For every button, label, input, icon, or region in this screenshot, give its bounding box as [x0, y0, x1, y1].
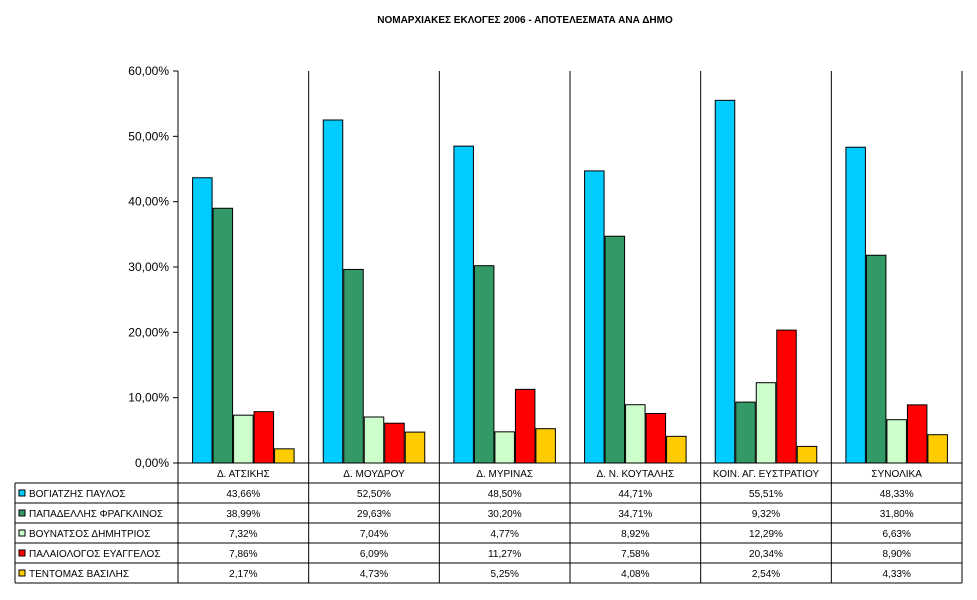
- bar: [322, 119, 344, 464]
- data-label: 48,33%: [880, 489, 914, 500]
- y-tick-label: 0,00%: [135, 456, 169, 470]
- bar: [233, 414, 254, 464]
- bar: [253, 411, 275, 464]
- y-tick-label: 40,00%: [128, 195, 169, 209]
- data-label: 5,25%: [490, 569, 518, 580]
- category-label: ΣΥΝΟΛΙΚΑ: [871, 469, 922, 480]
- data-label: 38,99%: [226, 509, 260, 520]
- legend-swatch: [18, 549, 26, 557]
- y-tick-label: 60,00%: [128, 64, 169, 78]
- bar: [796, 445, 818, 464]
- data-label: 4,77%: [490, 529, 518, 540]
- data-label: 48,50%: [488, 489, 522, 500]
- data-label: 6,63%: [882, 529, 910, 540]
- bar: [886, 419, 907, 464]
- data-table: Δ. ΑΤΣΙΚΗΣ Δ. ΜΟΥΔΡΟΥ Δ. ΜΥΡΙΝΑΣ Δ. Ν. ΚΟΥΤ…: [14, 462, 962, 584]
- bar: [473, 265, 495, 464]
- data-label: 9,32%: [752, 509, 780, 520]
- data-label: 4,73%: [360, 569, 388, 580]
- bar: [494, 431, 515, 464]
- data-label: 7,32%: [229, 529, 257, 540]
- bar: [453, 145, 474, 464]
- bar: [906, 404, 928, 464]
- data-label: 4,08%: [621, 569, 649, 580]
- data-label: 7,58%: [621, 549, 649, 560]
- data-label: 7,04%: [360, 529, 388, 540]
- category-label: Δ. ΜΟΥΔΡΟΥ: [343, 469, 405, 480]
- bar: [514, 388, 536, 464]
- bar: [755, 382, 777, 464]
- bar: [584, 170, 605, 464]
- data-label: 52,50%: [357, 489, 391, 500]
- data-label: 11,27%: [488, 549, 521, 560]
- bar: [735, 401, 756, 464]
- category-label: Δ. ΑΤΣΙΚΗΣ: [217, 469, 270, 480]
- chart-title: ΝΟΜΑΡΧΙΑΚΕΣ ΕΚΛΟΓΕΣ 2006 - ΑΠΟΤΕΛΕΣΜΑΤΑ …: [377, 15, 673, 26]
- category-label: Δ. ΜΥΡΙΝΑΣ: [476, 469, 533, 480]
- category-label: ΚΟΙΝ. ΑΓ. ΕΥΣΤΡΑΤΙΟΥ: [713, 469, 820, 480]
- bar: [865, 254, 887, 464]
- bar: [845, 146, 866, 464]
- bar: [535, 428, 556, 464]
- data-label: 30,20%: [488, 509, 522, 520]
- bar: [343, 268, 364, 464]
- data-label: 8,92%: [621, 529, 649, 540]
- bar: [645, 412, 667, 464]
- legend-label: ΤΕΝΤΟΜΑΣ ΒΑΣΙΛΗΣ: [29, 569, 129, 580]
- legend-swatch: [18, 509, 26, 517]
- data-label: 31,80%: [880, 509, 914, 520]
- data-label: 12,29%: [749, 529, 783, 540]
- y-tick-label: 30,00%: [128, 260, 169, 274]
- data-label: 34,71%: [618, 509, 652, 520]
- y-tick-label: 10,00%: [128, 391, 169, 405]
- category-dividers: [308, 71, 963, 583]
- data-label: 6,09%: [360, 549, 388, 560]
- data-label: 55,51%: [749, 489, 783, 500]
- legend-swatch: [18, 489, 26, 497]
- bar: [776, 329, 797, 464]
- bar: [404, 431, 426, 464]
- data-label: 20,34%: [749, 549, 783, 560]
- legend-label: ΒΟΥΝΑΤΣΟΣ ΔΗΜΗΤΡΙΟΣ: [29, 529, 150, 540]
- y-axis: 0,00% 10,00% 20,00% 30,00% 40,00% 50,00% 60,00…: [128, 64, 179, 470]
- data-label: 29,63%: [357, 509, 391, 520]
- data-label: 4,33%: [882, 569, 910, 580]
- legend-label: ΒΟΓΙΑΤΖΗΣ ΠΑΥΛΟΣ: [29, 489, 126, 500]
- bar: [363, 416, 385, 464]
- legend-swatch: [18, 569, 26, 577]
- data-label: 2,17%: [229, 569, 257, 580]
- bar: [714, 99, 736, 464]
- bar: [604, 235, 626, 464]
- data-label: 8,90%: [882, 549, 910, 560]
- y-tick-label: 50,00%: [128, 129, 169, 143]
- data-label: 7,86%: [229, 549, 257, 560]
- category-label: Δ. Ν. ΚΟΥΤΑΛΗΣ: [597, 469, 675, 480]
- legend-swatch: [18, 529, 26, 537]
- bar: [192, 177, 213, 464]
- data-label: 2,54%: [752, 569, 780, 580]
- legend-label: ΠΑΛΑΙΟΛΟΓΟΣ ΕΥΑΓΓΕΛΟΣ: [29, 549, 161, 560]
- bar: [212, 207, 234, 464]
- bar: [384, 422, 405, 464]
- legend-label: ΠΑΠΑΔΕΛΛΗΣ ΦΡΑΓΚΛΙΝΟΣ: [29, 509, 163, 520]
- bar: [927, 434, 948, 464]
- data-label: 44,71%: [618, 489, 652, 500]
- data-label: 43,66%: [226, 489, 260, 500]
- bars: [192, 99, 948, 464]
- y-tick-label: 20,00%: [128, 325, 169, 339]
- bar: [274, 448, 295, 464]
- bar: [666, 435, 687, 464]
- bar: [625, 404, 646, 464]
